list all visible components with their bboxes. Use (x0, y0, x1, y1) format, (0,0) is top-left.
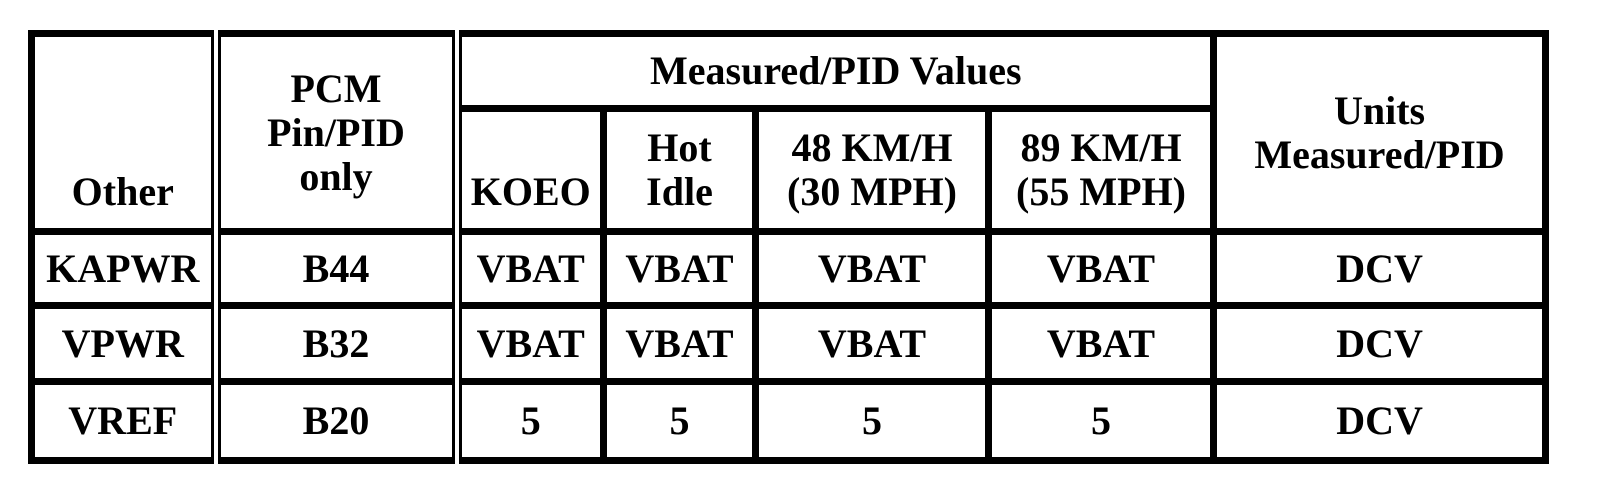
data-cell: VBAT (453, 302, 607, 385)
subheader-row: KOEO Hot Idle 48 KM/H (30 MPH) 89 KM/H (… (32, 105, 1546, 235)
data-row: VREF B20 5 5 5 5 DCV (28, 378, 1550, 464)
data-cell: B20 (212, 378, 462, 464)
data-cell: DCV (1210, 228, 1550, 309)
data-cell: 5 (600, 378, 759, 464)
header-row: Other PCM Pin/PID only Measured/PID Valu… (28, 30, 1550, 235)
subheader-cell: Hot Idle (600, 105, 759, 235)
subheader-cell: 48 KM/H (30 MPH) (752, 105, 992, 235)
data-row: KAPWR B44 VBAT VBAT VBAT VBAT DCV (28, 228, 1550, 309)
data-cell: VREF (28, 378, 221, 464)
data-cell: KAPWR (28, 228, 221, 309)
data-cell: B44 (212, 228, 462, 309)
data-cell: VBAT (453, 228, 607, 309)
data-cell: 5 (453, 378, 607, 464)
header-group: Measured/PID Values (452, 30, 1218, 112)
subheader-cell: 89 KM/H (55 MPH) (984, 105, 1218, 235)
data-cell: VBAT (752, 228, 992, 309)
data-cell: VBAT (984, 302, 1218, 385)
data-cell: 5 (984, 378, 1218, 464)
data-cell: VBAT (984, 228, 1218, 309)
data-row: VPWR B32 VBAT VBAT VBAT VBAT DCV (28, 302, 1550, 385)
data-cell: 5 (752, 378, 992, 464)
data-cell: VBAT (752, 302, 992, 385)
table-body: KAPWR B44 VBAT VBAT VBAT VBAT DCV VPWR B32 VBAT VB… (28, 228, 1550, 464)
data-cell: VPWR (28, 302, 221, 385)
header-cell: Other (28, 30, 221, 235)
header-cell: PCM Pin/PID only (212, 30, 462, 235)
data-cell: DCV (1210, 378, 1550, 464)
header-cell: Units Measured/PID (1210, 30, 1550, 235)
subheader-cell: KOEO (453, 105, 607, 235)
data-cell: VBAT (600, 228, 759, 309)
data-cell: VBAT (600, 302, 759, 385)
data-cell: DCV (1210, 302, 1550, 385)
data-cell: B32 (212, 302, 462, 385)
pid-table: Other PCM Pin/PID only Measured/PID Valu… (28, 30, 1550, 464)
